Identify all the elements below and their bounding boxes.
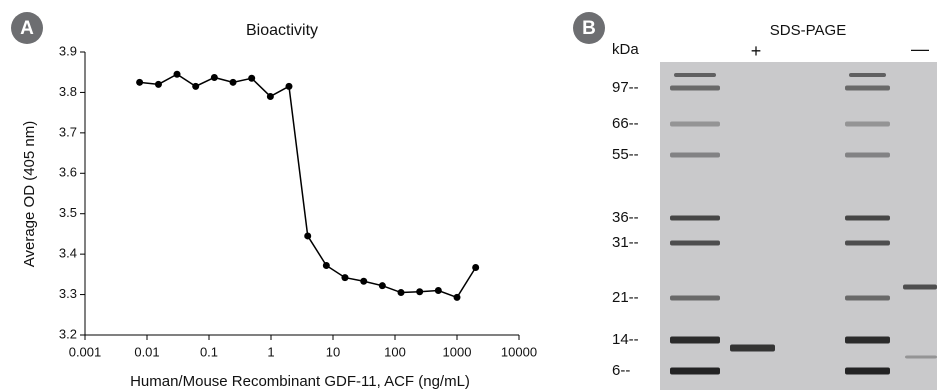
y-tick-label: 3.9 [59,43,77,58]
panel-badge [573,12,605,44]
y-tick-label: 3.6 [59,165,77,180]
gel-band [845,295,890,301]
x-tick-label: 0.01 [134,344,159,359]
data-point [397,289,405,297]
gel-background [660,62,937,390]
data-point [285,82,293,90]
gel-band [845,215,890,221]
x-tick-label: 1000 [443,344,472,359]
data-line [139,73,477,299]
chart-title: Bioactivity [246,22,318,39]
marker-label: 6-- [612,362,630,379]
data-point [229,78,237,86]
y-tick-label: 3.3 [59,286,77,301]
panel-label: B [582,18,596,39]
x-tick-label: 0.001 [69,344,102,359]
y-tick-label: 3.2 [59,326,77,341]
marker-label: 31-- [612,234,639,251]
gel-band [845,85,890,91]
x-tick-label: 100 [384,344,406,359]
marker-label: 66-- [612,115,639,132]
gel [660,62,937,390]
panel-label: A [20,18,34,39]
gel-band [849,73,886,77]
gel-band [845,240,890,246]
data-point [136,78,144,86]
x-tick-label: 10000 [501,344,537,359]
gel-band [670,152,720,158]
gel-title: SDS-PAGE [770,22,846,39]
x-axis-title: Human/Mouse Recombinant GDF-11, ACF (ng/… [130,373,470,390]
marker-label: 14-- [612,331,639,348]
data-point [173,70,181,78]
data-point [304,232,312,240]
x-tick-label: 0.1 [200,344,218,359]
gel-band [845,121,890,127]
gel-band [845,367,890,375]
gel-band [670,240,720,246]
data-point [322,261,330,269]
marker-label: 97-- [612,79,639,96]
y-tick-label: 3.4 [59,246,77,261]
gel-band [670,85,720,91]
gel-band [845,336,890,344]
y-tick-label: 3.7 [59,124,77,139]
x-tick-label: 10 [326,344,340,359]
gel-band [670,336,720,344]
marker-label: 55-- [612,146,639,163]
data-point [266,92,274,100]
gel-unit: kDa [612,41,639,58]
data-point [416,288,424,296]
data-point [341,274,349,282]
gel-band [674,73,716,77]
gel-band [670,215,720,221]
gel-band [670,367,720,375]
gel-band [905,355,937,359]
panel-badge [11,12,43,44]
data-point [378,282,386,290]
gel-band [670,121,720,127]
y-tick-label: 3.8 [59,84,77,99]
data-point [453,293,461,301]
data-point [154,80,162,88]
lane-label: + [751,41,762,61]
gel-band [903,284,937,290]
data-point [210,73,218,81]
marker-label: 36-- [612,209,639,226]
y-tick-label: 3.5 [59,205,77,220]
data-point [248,74,256,82]
y-axis-title: Average OD (405 nm) [21,121,38,267]
marker-label: 21-- [612,289,639,306]
gel-band [845,152,890,158]
data-point [360,277,368,285]
x-tick-label: 1 [267,344,274,359]
gel-band [730,344,775,352]
data-point [434,287,442,295]
lane-label: — [911,39,929,59]
data-point [472,263,480,271]
gel-band [670,295,720,301]
data-point [192,82,200,90]
